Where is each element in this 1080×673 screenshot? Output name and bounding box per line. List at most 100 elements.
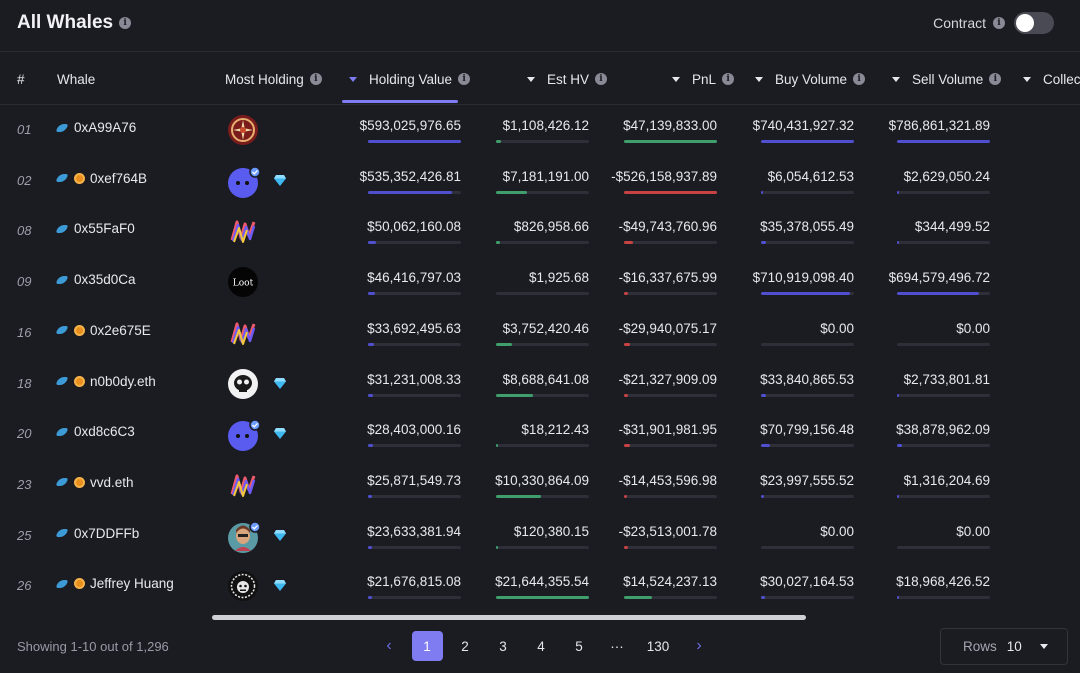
buy-volume-bar <box>761 444 854 448</box>
rank-cell: 08 <box>17 223 32 239</box>
prev-page-button[interactable]: ‹ <box>386 637 392 654</box>
sell-volume-cell: $2,629,050.24 <box>903 168 990 184</box>
column-pnl[interactable]: PnL i <box>672 53 735 105</box>
whale-cell[interactable]: vvd.eth <box>57 475 134 490</box>
pnl-cell: -$526,158,937.89 <box>611 168 717 184</box>
sell-volume-cell: $0.00 <box>956 523 990 539</box>
whale-cell[interactable]: 0xd8c6C3 <box>57 424 135 439</box>
rainbow-wave-avatar[interactable] <box>228 318 258 348</box>
table-row[interactable]: 26 Jeffrey Huang $21,676,815.08 $21,644,355… <box>0 561 1080 612</box>
whale-cell[interactable]: 0x2e675E <box>57 323 151 338</box>
holding-value-cell: $25,871,549.73 <box>367 472 461 488</box>
sort-icon <box>892 76 900 82</box>
whale-cell[interactable]: 0x7DDFFb <box>57 526 139 541</box>
column-est-hv[interactable]: Est HV i <box>527 53 608 105</box>
horizontal-scrollbar[interactable] <box>212 615 806 620</box>
est-hv-bar <box>496 342 589 346</box>
pnl-bar-fill <box>624 241 634 245</box>
active-sort-underline <box>342 100 458 103</box>
page-button-130[interactable]: 130 <box>646 638 670 654</box>
page-button-1[interactable]: 1 <box>411 631 443 661</box>
whale-name: 0xd8c6C3 <box>74 424 135 440</box>
whale-cell[interactable]: 0x55FaF0 <box>57 221 135 236</box>
sort-icon <box>755 76 763 82</box>
skull-ape-avatar[interactable] <box>228 368 258 399</box>
est-hv-cell: $10,330,864.09 <box>495 472 589 488</box>
contract-toggle[interactable] <box>1014 12 1054 34</box>
whale-name: 0xef764B <box>90 170 148 186</box>
info-icon[interactable]: i <box>993 17 1005 29</box>
coin-icon <box>74 172 85 184</box>
est-hv-bar <box>496 444 589 448</box>
buy-volume-cell: $710,919,098.40 <box>752 270 854 286</box>
table-row[interactable]: 09 0x35d0Ca Loot $46,416,797.03 $1,925.68 -$1… <box>0 257 1080 308</box>
info-icon[interactable]: i <box>458 73 471 85</box>
rank-cell: 16 <box>17 324 32 340</box>
rows-per-page-select[interactable]: Rows 10 <box>940 628 1068 665</box>
buy-volume-bar-fill <box>761 241 766 245</box>
blue-blob-avatar[interactable] <box>228 165 261 198</box>
page-button-2[interactable]: 2 <box>461 638 469 654</box>
whale-cell[interactable]: 0xA99A76 <box>57 120 136 135</box>
sell-volume-bar <box>897 140 990 143</box>
info-icon[interactable]: i <box>309 73 322 85</box>
showing-count: Showing 1-10 out of 1,296 <box>17 639 169 654</box>
holding-value-bar <box>368 393 461 397</box>
table-row[interactable]: 20 0xd8c6C3 $28,403,000.16 $18,212.43 -$31,9… <box>0 409 1080 460</box>
buy-volume-bar <box>761 342 854 346</box>
est-hv-bar-fill <box>496 494 541 498</box>
info-icon[interactable]: i <box>595 73 608 85</box>
info-icon[interactable]: i <box>119 17 132 29</box>
table-row[interactable]: 23 vvd.eth $25,871,549.73 $10,330,864.09 -$1… <box>0 460 1080 511</box>
info-icon[interactable]: i <box>989 73 1002 85</box>
pnl-bar-fill <box>624 393 628 397</box>
holding-value-cell: $50,062,160.08 <box>367 219 461 235</box>
sell-volume-bar-fill <box>897 140 990 143</box>
whale-cell[interactable]: n0b0dy.eth <box>57 374 156 389</box>
diamond-icon <box>274 174 286 186</box>
page-ellipsis[interactable]: ··· <box>610 638 624 654</box>
blue-blob-avatar[interactable] <box>228 419 261 452</box>
woman-portrait-avatar[interactable] <box>228 520 261 553</box>
pnl-cell: -$31,901,981.95 <box>618 422 717 438</box>
page-button-5[interactable]: 5 <box>575 638 583 654</box>
page-button-3[interactable]: 3 <box>499 638 507 654</box>
next-page-button[interactable]: › <box>696 637 702 654</box>
est-hv-cell: $1,925.68 <box>528 270 589 286</box>
pnl-bar-fill <box>624 190 717 194</box>
whale-name: 0x55FaF0 <box>74 221 135 237</box>
column-collections[interactable]: Collec <box>1023 53 1080 105</box>
table-row[interactable]: 02 0xef764B $535,352,426.81 $7,181,191.00 -$… <box>0 156 1080 207</box>
gorilla-badge-avatar[interactable] <box>228 571 258 602</box>
pnl-cell: -$49,743,760.96 <box>618 219 717 235</box>
table-row[interactable]: 25 0x7DDFFb $23,633,381.94 $120,380.15 -$23,… <box>0 511 1080 562</box>
est-hv-bar <box>496 393 589 397</box>
holding-value-bar-fill <box>368 140 461 143</box>
info-icon[interactable]: i <box>853 73 866 85</box>
pnl-bar-fill <box>624 444 630 448</box>
est-hv-cell: $120,380.15 <box>513 523 589 539</box>
info-icon[interactable]: i <box>722 73 735 85</box>
buy-volume-cell: $740,431,927.32 <box>752 118 854 133</box>
buy-volume-cell: $33,840,865.53 <box>760 371 854 387</box>
whale-cell[interactable]: 0x35d0Ca <box>57 272 136 287</box>
page-button-4[interactable]: 4 <box>537 638 545 654</box>
est-hv-bar-fill <box>496 444 498 448</box>
whale-cell[interactable]: Jeffrey Huang <box>57 576 174 591</box>
column-buy-volume[interactable]: Buy Volume i <box>755 53 866 105</box>
compass-avatar[interactable] <box>228 115 258 145</box>
pnl-bar-fill <box>624 342 630 346</box>
column-holding-value[interactable]: Holding Value i <box>349 53 471 105</box>
sell-volume-bar <box>897 545 990 549</box>
table-row[interactable]: 01 0xA99A76 $593,025,976.65 $1,108,426.12 $4… <box>0 105 1080 156</box>
table-row[interactable]: 16 0x2e675E $33,692,495.63 $3,752,420.46 -$2… <box>0 308 1080 359</box>
whale-cell[interactable]: 0xef764B <box>57 171 147 186</box>
buy-volume-bar <box>761 545 854 549</box>
table-row[interactable]: 18 n0b0dy.eth $31,231,008.33 $8,688,641.08 -… <box>0 359 1080 410</box>
rainbow-wave-avatar[interactable] <box>228 216 258 246</box>
column-most-holding[interactable]: Most Holding i <box>225 53 322 105</box>
table-row[interactable]: 08 0x55FaF0 $50,062,160.08 $826,958.66 -$49,… <box>0 206 1080 257</box>
rainbow-wave-avatar[interactable] <box>228 470 258 500</box>
loot-avatar[interactable]: Loot <box>228 267 258 298</box>
column-sell-volume[interactable]: Sell Volume i <box>892 53 1002 105</box>
